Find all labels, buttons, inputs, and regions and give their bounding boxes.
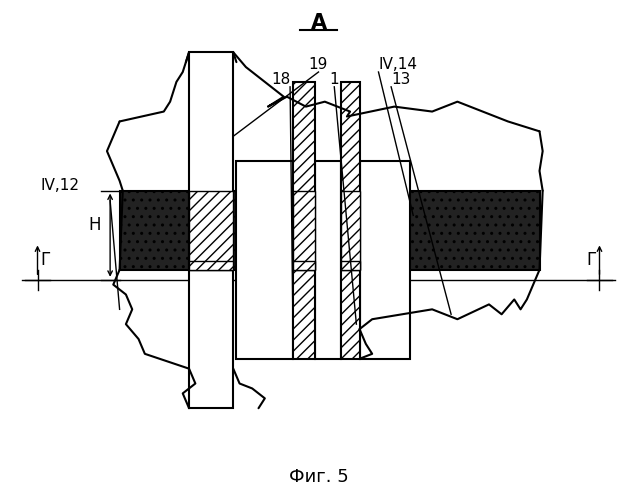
Text: А: А: [310, 12, 327, 32]
Bar: [293, 190, 315, 270]
Bar: [359, 190, 540, 270]
Bar: [359, 161, 410, 359]
Text: Н: Н: [88, 216, 101, 234]
Bar: [189, 52, 233, 408]
Text: 18: 18: [271, 72, 290, 87]
Text: IV,12: IV,12: [41, 178, 80, 193]
Text: IV,14: IV,14: [378, 57, 417, 72]
Text: Г: Г: [40, 251, 50, 269]
Text: Фиг. 5: Фиг. 5: [289, 468, 348, 486]
Text: 13: 13: [391, 72, 410, 87]
Bar: [315, 190, 341, 270]
Bar: [236, 161, 293, 359]
Bar: [315, 161, 341, 359]
Bar: [189, 261, 233, 270]
Bar: [341, 261, 359, 270]
Bar: [120, 190, 189, 270]
Text: 1: 1: [329, 72, 339, 87]
Bar: [293, 82, 315, 359]
Bar: [236, 190, 350, 270]
Bar: [341, 82, 359, 359]
Text: Г: Г: [587, 251, 597, 269]
Text: 19: 19: [309, 57, 328, 72]
Bar: [341, 190, 359, 270]
Bar: [189, 190, 233, 270]
Bar: [233, 190, 236, 270]
Bar: [293, 261, 315, 270]
